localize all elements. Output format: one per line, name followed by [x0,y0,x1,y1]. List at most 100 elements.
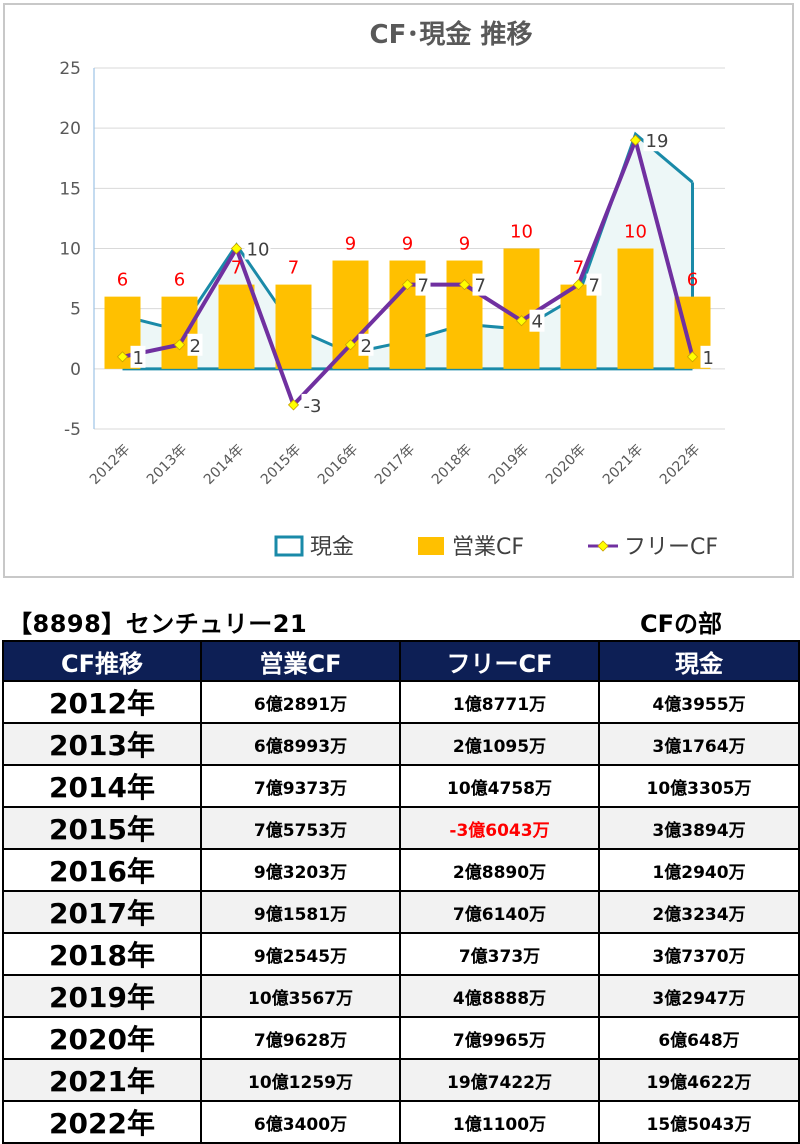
y-tick-label: -5 [64,420,81,440]
free-cf-label-bg [301,393,328,416]
cash-area-fill [122,134,693,369]
free-cf-marker [515,315,528,327]
table-row: 2021年 10億1259万 19億7422万 19億4622万 [2,1058,800,1102]
free-cf-marker [458,279,471,291]
free-cf-cell: 4億8888万 [399,974,600,1018]
x-tick-label: 2017年 [372,442,418,488]
free-cf-data-label: 7 [475,276,486,297]
free-cf-marker [629,134,642,146]
y-tick-label: 0 [70,360,81,380]
free-cf-cell: 7億373万 [399,932,600,976]
operating-cf-data-label: 9 [345,234,356,255]
legend-operating-cf-label: 営業CF [452,535,524,560]
cash-cell: 1億2940万 [598,848,800,892]
free-cf-marker [287,399,300,411]
table-row: 2016年 9億3203万 2億8890万 1億2940万 [2,848,800,892]
table-row: 2017年 9億1581万 7億6140万 2億3234万 [2,890,800,934]
operating-cf-cell: 7億9373万 [200,764,401,808]
table-row: 2015年 7億5753万 -3億6043万 3億3894万 [2,806,800,850]
operating-cf-data-label: 6 [174,270,185,291]
operating-cf-bar [275,284,312,369]
x-tick-label: 2018年 [429,442,475,488]
legend-cash-label: 現金 [310,535,354,560]
legend-operating-cf-swatch [418,537,444,555]
y-tick-label: 10 [59,240,81,260]
table-row: 2014年 7億9373万 10億4758万 10億3305万 [2,764,800,808]
operating-cf-data-label: 6 [117,270,128,291]
cf-table: CF推移 営業CF フリーCF 現金 2012年 6億2891万 1億8771万 4億… [2,640,800,1144]
x-tick-label: 2013年 [144,442,190,488]
chart-title: CF･現金 推移 [370,19,533,50]
year-cell: 2015年 [2,806,202,850]
year-cell: 2017年 [2,890,202,934]
year-cell: 2018年 [2,932,202,976]
table-row: 2012年 6億2891万 1億8771万 4億3955万 [2,680,800,724]
x-tick-label: 2015年 [258,442,304,488]
free-cf-marker [230,242,243,255]
x-tick-label: 2016年 [315,442,361,488]
free-cf-label-bg [415,273,431,296]
free-cf-label-bg [187,333,203,356]
y-tick-label: 25 [59,59,81,79]
year-cell: 2021年 [2,1058,202,1102]
y-tick-label: 15 [59,179,81,199]
operating-cf-bar [161,296,198,369]
free-cf-label-bg [358,333,374,356]
free-cf-data-label: 19 [646,131,669,152]
header-cf-trend: CF推移 [2,640,202,682]
free-cf-label-bg [472,273,488,296]
operating-cf-bar [218,284,255,369]
legend-cash-swatch [274,535,304,557]
operating-cf-cell: 6億8993万 [200,722,401,766]
header-free-cf: フリーCF [399,640,600,682]
operating-cf-bar [617,248,654,369]
cash-cell: 15億5043万 [598,1100,800,1144]
free-cf-cell: 10億4758万 [399,764,600,808]
operating-cf-data-label: 10 [624,222,647,243]
year-cell: 2020年 [2,1016,202,1060]
free-cf-data-label: 7 [589,276,600,297]
table-header-row: CF推移 営業CF フリーCF 現金 [2,640,800,682]
chart-frame: CF･現金 推移 6 6 7 7 9 9 9 10 7 10 6 1 2 10 -3 2 7 7 4 7 19 1 -5 0… [3,3,794,578]
year-cell: 2014年 [2,764,202,808]
free-cf-cell: 7億6140万 [399,890,600,934]
free-cf-cell: 19億7422万 [399,1058,600,1102]
free-cf-label-bg [586,273,602,296]
free-cf-cell: -3億6043万 [399,806,600,850]
free-cf-label-bg [700,345,716,368]
cash-cell: 3億7370万 [598,932,800,976]
table-row: 2020年 7億9628万 7億9965万 6億648万 [2,1016,800,1060]
free-cf-cell: 2億8890万 [399,848,600,892]
free-cf-marker [572,279,585,291]
free-cf-marker [686,351,699,363]
year-cell: 2016年 [2,848,202,892]
cash-cell: 6億648万 [598,1016,800,1060]
header-cash: 現金 [598,640,800,682]
table-row: 2013年 6億8993万 2億1095万 3億1764万 [2,722,800,766]
legend-free-cf-label: フリーCF [624,535,718,560]
free-cf-label-bg [130,345,146,368]
operating-cf-cell: 7億5753万 [200,806,401,850]
x-tick-label: 2014年 [201,442,247,488]
y-tick-label: 20 [59,119,81,139]
operating-cf-cell: 9億2545万 [200,932,401,976]
year-cell: 2022年 [2,1100,202,1144]
free-cf-cell: 1億1100万 [399,1100,600,1144]
free-cf-data-label: 2 [190,336,201,357]
operating-cf-bar [560,284,597,369]
free-cf-data-label: -3 [304,396,322,417]
operating-cf-cell: 10億3567万 [200,974,401,1018]
free-cf-data-label: 2 [361,336,372,357]
free-cf-cell: 7億9965万 [399,1016,600,1060]
operating-cf-data-label: 10 [510,222,533,243]
operating-cf-cell: 9億3203万 [200,848,401,892]
free-cf-marker [344,339,357,351]
free-cf-label-bg [244,237,271,260]
table-row: 2018年 9億2545万 7億373万 3億7370万 [2,932,800,976]
operating-cf-data-label: 9 [402,234,413,255]
operating-cf-data-label: 7 [288,258,299,279]
cash-cell: 3億2947万 [598,974,800,1018]
x-tick-label: 2019年 [486,442,532,488]
header-operating-cf: 営業CF [200,640,401,682]
